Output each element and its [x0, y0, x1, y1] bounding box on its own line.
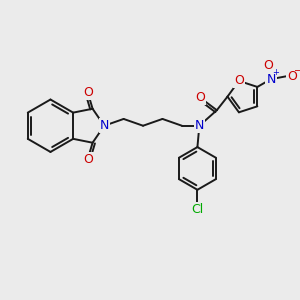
- Text: N: N: [195, 119, 204, 132]
- Text: Cl: Cl: [191, 203, 203, 216]
- Text: O: O: [83, 86, 93, 99]
- Text: N: N: [266, 73, 276, 86]
- Text: O: O: [195, 91, 205, 104]
- Text: O: O: [263, 59, 273, 72]
- Text: O: O: [234, 74, 244, 87]
- Text: +: +: [272, 68, 279, 77]
- Text: O: O: [287, 70, 297, 83]
- Text: −: −: [294, 66, 300, 76]
- Text: N: N: [100, 119, 109, 132]
- Text: O: O: [83, 153, 93, 166]
